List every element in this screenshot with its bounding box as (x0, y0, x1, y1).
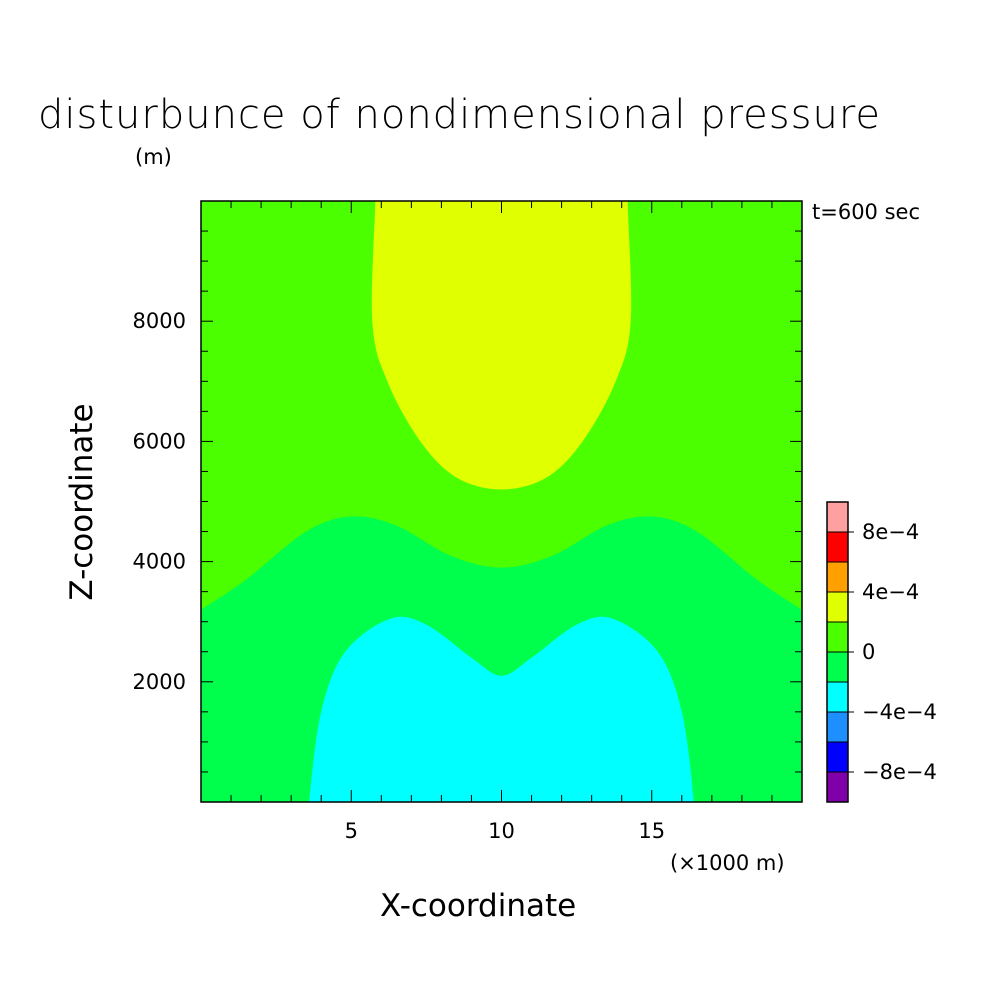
colorbar-tick-label: −4e−4 (862, 700, 937, 724)
contour-regions (201, 201, 802, 802)
y-tick-label: 8000 (133, 309, 186, 333)
time-label: t=600 sec (812, 200, 920, 224)
x-unit-label: (×1000 m) (670, 851, 785, 875)
colorbar-swatch (826, 591, 849, 623)
y-tick-label: 6000 (133, 429, 186, 453)
colorbar-swatch (826, 771, 849, 803)
colorbar-tick-label: 8e−4 (862, 520, 919, 544)
contour-region-negative-core (309, 616, 694, 802)
y-tick-label: 2000 (133, 670, 186, 694)
chart-title: disturbunce of nondimensional pressure (38, 92, 881, 138)
axes: 5 10 15 2000 4000 6000 8000 (133, 200, 803, 843)
colorbar: −8e−4 −4e−4 0 4e−4 8e−4 (826, 501, 937, 803)
colorbar-tick-label: 0 (862, 640, 875, 664)
colorbar-swatch (826, 711, 849, 743)
x-tick-label: 15 (638, 819, 665, 843)
colorbar-swatch (826, 741, 849, 773)
x-axis-label: X-coordinate (380, 888, 577, 924)
unit-label: (m) (135, 145, 172, 169)
x-tick-label: 5 (345, 819, 358, 843)
colorbar-swatch (826, 621, 849, 653)
colorbar-swatch (826, 651, 849, 683)
plot-area (201, 201, 802, 802)
y-tick-label: 4000 (133, 550, 186, 574)
x-tick-label: 10 (488, 819, 515, 843)
colorbar-swatch (826, 531, 849, 563)
y-axis-label: Z-coordinate (64, 403, 100, 601)
colorbar-swatch (826, 561, 849, 593)
colorbar-swatch (826, 681, 849, 713)
contour-region-positive-core (371, 201, 632, 490)
colorbar-tick-label: −8e−4 (862, 760, 937, 784)
colorbar-tick-label: 4e−4 (862, 580, 919, 604)
colorbar-swatch (826, 501, 849, 533)
